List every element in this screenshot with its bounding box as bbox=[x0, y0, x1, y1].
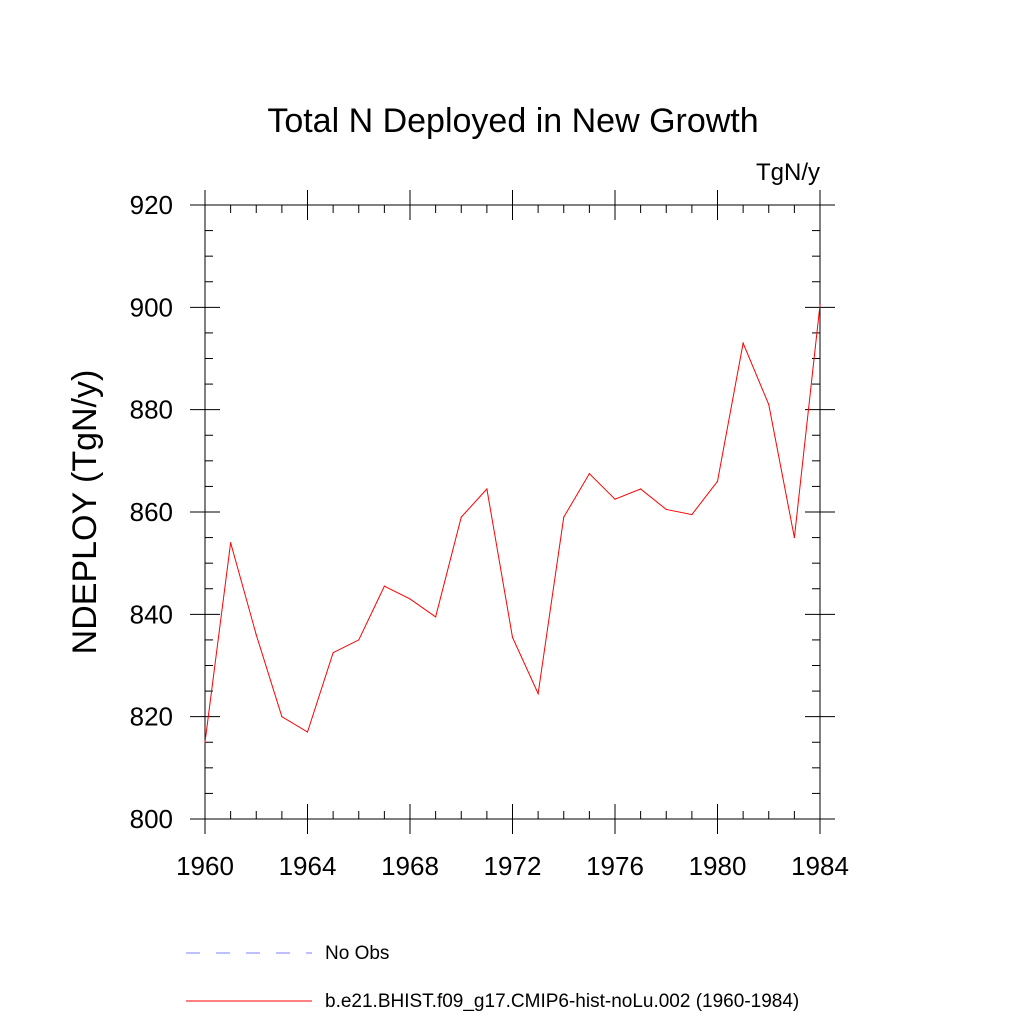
data-point bbox=[204, 741, 206, 743]
data-point bbox=[716, 480, 719, 482]
data-point bbox=[435, 616, 437, 618]
y-tick-label: 860 bbox=[130, 497, 173, 527]
x-tick-label: 1976 bbox=[586, 851, 644, 881]
data-point bbox=[819, 304, 821, 306]
legend-label-no-obs: No Obs bbox=[325, 943, 389, 964]
data-point bbox=[588, 473, 590, 475]
x-tick-label: 1960 bbox=[176, 851, 234, 881]
data-point bbox=[793, 536, 795, 539]
data-point bbox=[409, 598, 411, 600]
data-point bbox=[255, 634, 257, 636]
legend: No Obs b.e21.BHIST.f09_g17.CMIP6-hist-no… bbox=[186, 943, 799, 1012]
data-point bbox=[742, 342, 744, 344]
axis-tick-labels: 1960 1964 1968 1972 1976 1980 1984 800 820 840 860… bbox=[130, 190, 849, 881]
data-point bbox=[665, 508, 667, 511]
y-tick-label: 840 bbox=[130, 599, 173, 629]
data-point bbox=[358, 639, 360, 641]
legend-label-model-run: b.e21.BHIST.f09_g17.CMIP6-hist-noLu.002 … bbox=[325, 991, 799, 1012]
data-point bbox=[460, 516, 462, 518]
data-point bbox=[486, 488, 488, 490]
data-point bbox=[306, 731, 309, 733]
x-tick-label: 1984 bbox=[791, 851, 849, 881]
series-line-0 bbox=[204, 304, 821, 743]
data-point bbox=[768, 403, 770, 406]
chart-title: Total N Deployed in New Growth bbox=[267, 102, 758, 140]
data-point bbox=[230, 542, 232, 544]
x-tick-label: 1964 bbox=[279, 851, 337, 881]
y-tick-label: 820 bbox=[130, 702, 173, 732]
axis-ticks bbox=[190, 190, 835, 834]
y-tick-label: 880 bbox=[130, 395, 173, 425]
data-point bbox=[563, 516, 565, 518]
data-point bbox=[537, 693, 539, 695]
y-tick-label: 920 bbox=[130, 190, 173, 220]
plot-frame bbox=[204, 204, 821, 820]
x-tick-label: 1968 bbox=[381, 851, 439, 881]
y-axis-label: NDEPLOY (TgN/y) bbox=[66, 370, 104, 655]
x-tick-label: 1972 bbox=[484, 851, 542, 881]
y-tick-label: 900 bbox=[130, 292, 173, 322]
data-point bbox=[383, 585, 385, 587]
series-layer bbox=[204, 304, 821, 743]
data-point bbox=[332, 652, 334, 654]
data-point bbox=[691, 513, 693, 516]
x-tick-label: 1980 bbox=[689, 851, 747, 881]
y-tick-label: 800 bbox=[130, 804, 173, 834]
data-point bbox=[511, 636, 514, 638]
data-point bbox=[614, 498, 616, 500]
data-point bbox=[281, 716, 283, 718]
data-point bbox=[640, 488, 642, 490]
units-label: TgN/y bbox=[756, 159, 820, 186]
